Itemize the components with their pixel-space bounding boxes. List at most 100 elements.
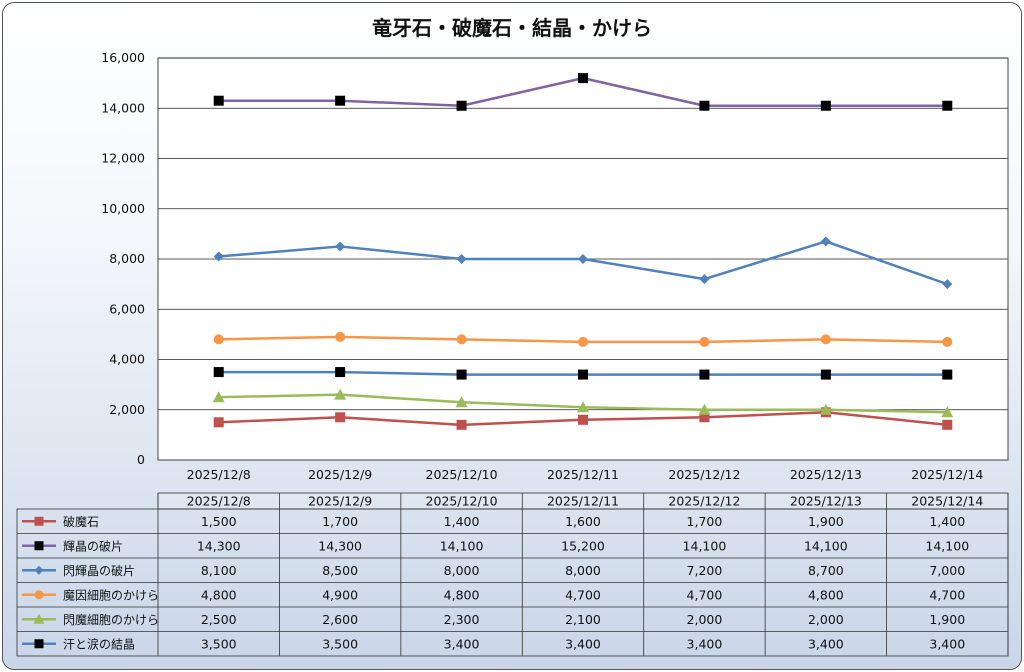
table-cell: 3,500: [201, 636, 237, 651]
legend-marker: [34, 565, 44, 575]
y-tick-label: 6,000: [109, 301, 145, 316]
data-point: [698, 403, 711, 415]
y-tick-label: 14,000: [101, 100, 145, 115]
x-tick-label: 2025/12/14: [911, 467, 983, 482]
table-cell: 8,000: [444, 563, 480, 578]
y-tick-label: 4,000: [109, 352, 145, 367]
table-cell: 14,300: [318, 538, 362, 553]
table-cell: 1,700: [687, 514, 723, 529]
data-point: [699, 369, 710, 380]
table-cell: 1,400: [929, 514, 965, 529]
table-cell: 1,700: [322, 514, 358, 529]
table-cell: 4,800: [808, 587, 844, 602]
data-point: [335, 95, 346, 106]
table-cell: 3,400: [444, 636, 480, 651]
data-point: [456, 369, 467, 380]
legend-marker: [33, 613, 45, 624]
table-header-cell: 2025/12/9: [308, 494, 372, 509]
table-cell: 8,700: [808, 563, 844, 578]
data-point: [578, 254, 588, 264]
table-cell: 4,800: [201, 587, 237, 602]
x-tick-label: 2025/12/9: [308, 467, 372, 482]
data-point: [456, 254, 467, 264]
table-cell: 8,000: [565, 563, 601, 578]
y-tick-label: 8,000: [109, 251, 145, 266]
table-cell: 4,700: [687, 587, 723, 602]
series-4: [213, 331, 953, 347]
data-point: [699, 412, 710, 423]
table-cell: 4,900: [322, 587, 358, 602]
x-tick-label: 2025/12/11: [547, 467, 619, 482]
series-2: [213, 73, 953, 111]
data-point: [578, 369, 588, 380]
table-cell: 14,300: [197, 538, 241, 553]
table-cell: 15,200: [561, 538, 605, 553]
table-cell: 7,000: [929, 563, 965, 578]
y-tick-label: 2,000: [109, 402, 145, 417]
table-cell: 4,800: [444, 587, 480, 602]
series-name: 輝晶の破片: [63, 538, 123, 553]
table-cell: 14,100: [925, 538, 969, 553]
table-header-cell: 2025/12/10: [426, 494, 498, 509]
series-5: [212, 388, 954, 418]
legend-marker: [34, 639, 44, 649]
y-tick-label: 12,000: [101, 151, 145, 166]
table-cell: 3,400: [687, 636, 723, 651]
table-header-cell: 2025/12/12: [668, 494, 740, 509]
table-cell: 2,600: [322, 612, 358, 627]
data-point: [335, 241, 346, 252]
table-header-cell: 2025/12/13: [790, 494, 862, 509]
data-point: [213, 417, 224, 428]
table-cell: 1,900: [929, 612, 965, 627]
data-point: [335, 412, 346, 423]
data-point: [820, 334, 831, 345]
data-point: [577, 401, 589, 413]
series-3: [213, 236, 953, 290]
table-cell: 2,100: [565, 612, 601, 627]
data-point: [456, 334, 467, 345]
legend-marker: [34, 516, 44, 526]
table-cell: 1,500: [201, 514, 237, 529]
table-cell: 3,400: [929, 636, 965, 651]
table-cell: 3,400: [808, 636, 844, 651]
line-chart: 竜牙石・破魔石・結晶・かけら 0 2,000 4,000 6,000 8,000 10,0…: [16, 16, 1009, 657]
table-cell: 8,500: [322, 563, 358, 578]
table-cell: 8,100: [201, 563, 237, 578]
data-point: [335, 331, 346, 342]
data-point: [942, 336, 953, 347]
table-cell: 2,300: [444, 612, 480, 627]
data-point: [212, 391, 225, 403]
table-cell: 2,000: [808, 612, 844, 627]
data-point: [578, 73, 588, 84]
legend-marker: [34, 541, 44, 551]
table-cell: 7,200: [687, 563, 723, 578]
data-point: [456, 100, 467, 111]
data-point: [820, 369, 831, 380]
y-tick-label: 10,000: [101, 201, 145, 216]
data-point: [335, 367, 346, 378]
data-point: [213, 367, 224, 378]
data-point: [941, 406, 954, 418]
data-point: [942, 279, 953, 290]
series-name: 閃輝晶の破片: [63, 563, 135, 578]
table-cell: 14,100: [440, 538, 484, 553]
table-cell: 3,500: [322, 636, 358, 651]
data-point: [942, 419, 953, 430]
data-point: [456, 419, 467, 430]
table-cell: 14,100: [804, 538, 848, 553]
table-cell: 1,400: [444, 514, 480, 529]
table-cell: 2,000: [687, 612, 723, 627]
chart-title: 竜牙石・破魔石・結晶・かけら: [372, 16, 652, 40]
data-point: [334, 388, 347, 400]
table-cell: 14,100: [683, 538, 727, 553]
x-tick-label: 2025/12/10: [426, 467, 498, 482]
x-tick-label: 2025/12/8: [187, 467, 251, 482]
x-tick-label: 2025/12/13: [790, 467, 862, 482]
data-point: [820, 100, 831, 111]
data-point: [699, 336, 710, 347]
data-point: [819, 403, 832, 415]
table-header-cell: 2025/12/8: [187, 494, 251, 509]
table-cell: 4,700: [929, 587, 965, 602]
table-header-cell: 2025/12/11: [547, 494, 619, 509]
